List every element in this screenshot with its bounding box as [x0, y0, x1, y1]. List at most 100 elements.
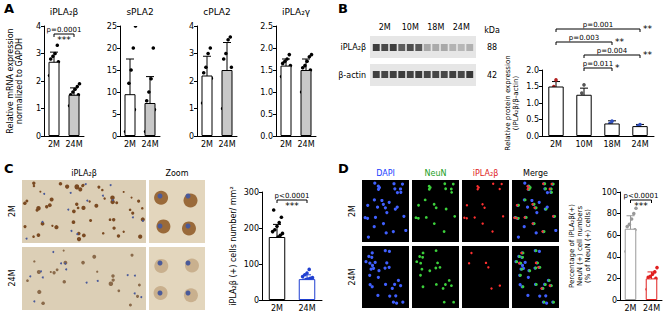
svg-text:0.5: 0.5: [260, 110, 273, 119]
svg-text:200: 200: [244, 224, 259, 233]
svg-text:DAPI: DAPI: [376, 169, 395, 178]
svg-text:3: 3: [36, 49, 41, 58]
svg-text:kDa: kDa: [484, 26, 500, 35]
svg-text:2M: 2M: [8, 205, 17, 217]
svg-text:0.5: 0.5: [526, 115, 539, 124]
svg-text:normalized to GAPDH: normalized to GAPDH: [15, 38, 24, 124]
svg-text:2: 2: [189, 77, 194, 86]
svg-text:40: 40: [607, 252, 617, 261]
svg-text:***: ***: [57, 35, 71, 45]
svg-text:iPLA₂γ: iPLA₂γ: [282, 7, 311, 17]
svg-text:2M: 2M: [550, 140, 562, 149]
svg-text:25: 25: [107, 22, 117, 31]
svg-text:3: 3: [189, 49, 194, 58]
svg-text:2.0: 2.0: [260, 44, 273, 53]
svg-text:iPLA₂β: iPLA₂β: [341, 43, 366, 52]
svg-text:(iPLA₂β/β-actin): (iPLA₂β/β-actin): [512, 76, 520, 131]
svg-text:B: B: [338, 1, 348, 16]
svg-text:42: 42: [487, 71, 497, 80]
svg-text:2M: 2M: [271, 304, 283, 313]
svg-text:2M: 2M: [348, 205, 357, 217]
svg-text:4: 4: [189, 22, 194, 31]
svg-text:2M: 2M: [48, 140, 60, 149]
svg-text:1.0: 1.0: [526, 99, 539, 108]
svg-text:NeuN: NeuN: [425, 169, 447, 178]
svg-text:iPLA₂β: iPLA₂β: [473, 169, 498, 178]
svg-text:0.0: 0.0: [526, 132, 539, 141]
svg-text:100: 100: [244, 260, 259, 269]
svg-text:24M: 24M: [297, 140, 314, 149]
svg-text:100: 100: [602, 188, 617, 197]
svg-text:Relative mRNA expression: Relative mRNA expression: [6, 28, 15, 133]
svg-text:p=0.003: p=0.003: [569, 34, 599, 42]
svg-text:0: 0: [112, 132, 117, 141]
svg-text:60: 60: [607, 231, 617, 240]
svg-text:0: 0: [612, 296, 617, 305]
svg-text:1.5: 1.5: [260, 66, 273, 75]
svg-text:p<0.0001: p<0.0001: [275, 192, 310, 200]
svg-text:β-actin: β-actin: [338, 71, 366, 80]
svg-text:0: 0: [189, 132, 194, 141]
svg-text:80: 80: [607, 209, 617, 218]
svg-text:1: 1: [189, 104, 194, 113]
svg-text:p=0.001: p=0.001: [583, 21, 613, 29]
svg-text:20: 20: [607, 274, 617, 283]
svg-text:300: 300: [244, 188, 259, 197]
svg-text:iPLA₂β: iPLA₂β: [50, 7, 79, 17]
svg-text:2: 2: [36, 77, 41, 86]
svg-text:0: 0: [36, 132, 41, 141]
svg-text:18M: 18M: [427, 23, 444, 32]
svg-text:4: 4: [36, 22, 41, 31]
svg-text:*: *: [615, 63, 620, 73]
svg-text:p<0.0001: p<0.0001: [624, 192, 659, 200]
svg-text:5: 5: [112, 110, 117, 119]
svg-text:10M: 10M: [575, 140, 592, 149]
svg-text:C: C: [4, 161, 14, 176]
svg-text:Zoom: Zoom: [165, 169, 188, 178]
svg-text:NeuN (+) cell numbers: NeuN (+) cell numbers: [576, 206, 584, 287]
svg-text:15: 15: [107, 66, 117, 75]
svg-text:1.5: 1.5: [526, 82, 539, 91]
svg-text:0.0: 0.0: [260, 132, 273, 141]
svg-text:88: 88: [487, 43, 497, 52]
svg-text:(% of NeuN (+) cells): (% of NeuN (+) cells): [584, 209, 592, 283]
svg-text:2M: 2M: [625, 304, 637, 313]
svg-text:24M: 24M: [141, 140, 158, 149]
svg-text:24M: 24M: [453, 23, 470, 32]
svg-text:**: **: [643, 24, 653, 34]
svg-text:18M: 18M: [603, 140, 620, 149]
svg-text:24M: 24M: [643, 304, 660, 313]
svg-text:Merge: Merge: [523, 169, 548, 178]
svg-text:p=0.004: p=0.004: [597, 47, 628, 55]
svg-text:2.5: 2.5: [260, 22, 273, 31]
svg-text:24M: 24M: [348, 268, 357, 285]
svg-text:24M: 24M: [218, 140, 235, 149]
svg-text:p=0.0001: p=0.0001: [47, 26, 82, 34]
svg-text:2M: 2M: [280, 140, 292, 149]
svg-text:24M: 24M: [8, 269, 17, 286]
svg-text:iPLA₂β (+) cells number/ mm²: iPLA₂β (+) cells number/ mm²: [229, 186, 238, 305]
svg-text:D: D: [338, 161, 349, 176]
svg-text:sPLA2: sPLA2: [126, 7, 153, 17]
svg-text:20: 20: [107, 44, 117, 53]
svg-text:24M: 24M: [298, 304, 315, 313]
svg-text:10M: 10M: [402, 23, 419, 32]
svg-text:A: A: [4, 1, 14, 16]
svg-text:**: **: [615, 37, 625, 47]
svg-text:2M: 2M: [201, 140, 213, 149]
svg-text:24M: 24M: [631, 140, 648, 149]
svg-text:2M: 2M: [379, 23, 391, 32]
svg-text:Percentage of iPLA₂β(+): Percentage of iPLA₂β(+): [568, 204, 576, 288]
svg-text:10: 10: [107, 88, 117, 97]
svg-text:p=0.011: p=0.011: [583, 60, 613, 68]
svg-text:cPLA2: cPLA2: [203, 7, 230, 17]
svg-text:***: ***: [634, 201, 648, 211]
svg-text:**: **: [643, 50, 653, 60]
svg-text:2M: 2M: [124, 140, 136, 149]
svg-text:1.0: 1.0: [260, 88, 273, 97]
svg-text:1: 1: [36, 104, 41, 113]
svg-text:***: ***: [285, 201, 299, 211]
svg-text:0: 0: [254, 296, 259, 305]
svg-text:Relative protein expression: Relative protein expression: [504, 55, 512, 150]
svg-text:iPLA₂β: iPLA₂β: [71, 169, 96, 178]
